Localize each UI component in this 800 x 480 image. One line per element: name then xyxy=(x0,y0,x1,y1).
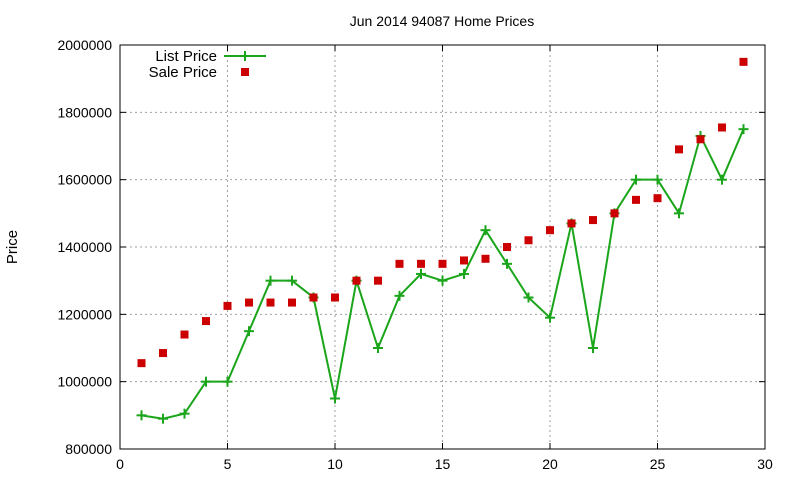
sale-price-point xyxy=(546,226,554,235)
sale-price-point xyxy=(180,330,189,339)
sale-price-point xyxy=(331,293,339,302)
sale-price-point xyxy=(696,135,705,144)
sale-price-point xyxy=(417,259,425,268)
sale-price-point xyxy=(266,298,275,307)
sale-price-point xyxy=(460,256,468,265)
sale-price-point xyxy=(309,293,318,302)
sale-price-point xyxy=(438,259,447,268)
sale-price-point xyxy=(374,276,382,285)
sale-price-point xyxy=(159,349,167,358)
legend-sale-price-label: Sale Price xyxy=(149,64,217,81)
list-price-point xyxy=(588,343,598,353)
chart-title: Jun 2014 94087 Home Prices xyxy=(350,13,534,29)
sale-price-point xyxy=(395,259,404,268)
sale-price-point xyxy=(503,243,511,251)
sale-price-point xyxy=(288,298,296,307)
list-price-point xyxy=(373,343,383,353)
list-price-point xyxy=(459,268,469,279)
list-price-point xyxy=(717,174,727,185)
x-tick-label: 5 xyxy=(224,456,232,472)
list-price-point xyxy=(265,275,276,286)
list-price-point xyxy=(631,174,641,185)
list-price-point xyxy=(523,292,534,303)
x-tick-label: 10 xyxy=(327,456,343,472)
sale-price-point xyxy=(589,216,597,225)
list-price-point xyxy=(652,174,663,185)
list-price-point xyxy=(244,326,254,337)
list-price-point xyxy=(674,208,684,219)
list-price-point xyxy=(502,258,512,269)
y-tick-label: 1600000 xyxy=(57,172,112,188)
x-tick-label: 25 xyxy=(650,456,666,472)
list-price-point xyxy=(136,410,147,421)
list-price-point xyxy=(480,225,491,236)
sale-price-point xyxy=(524,236,533,245)
list-price-point xyxy=(330,393,340,404)
sale-price-point xyxy=(481,254,490,263)
sale-price-point xyxy=(245,298,253,307)
y-tick-label: 1200000 xyxy=(57,306,112,322)
y-tick-label: 1000000 xyxy=(57,374,112,390)
y-tick-label: 800000 xyxy=(65,441,112,457)
y-tick-label: 2000000 xyxy=(57,37,112,53)
list-price-point xyxy=(201,376,211,387)
list-price-point xyxy=(738,124,749,135)
list-price-point xyxy=(416,268,426,279)
legend-sale-price-marker xyxy=(241,68,249,76)
sale-price-point xyxy=(352,276,361,285)
y-axis-label: Price xyxy=(4,230,21,264)
list-price-point xyxy=(222,376,233,387)
sale-price-point xyxy=(675,145,683,154)
x-tick-label: 15 xyxy=(435,456,451,472)
x-tick-label: 0 xyxy=(116,456,124,472)
list-price-point xyxy=(158,413,168,424)
sale-price-point xyxy=(718,123,726,132)
list-price-point xyxy=(287,275,297,286)
sale-price-point xyxy=(137,359,146,368)
sale-price-point xyxy=(223,301,232,310)
grid xyxy=(120,45,765,449)
sale-price-point xyxy=(202,317,210,326)
series xyxy=(136,57,749,424)
x-tick-label: 20 xyxy=(542,456,558,472)
y-tick-label: 1400000 xyxy=(57,239,112,255)
sale-price-point xyxy=(567,219,576,228)
sale-price-point xyxy=(632,195,640,204)
list-price-point xyxy=(394,290,405,301)
legend-list-price-label: List Price xyxy=(155,48,217,65)
y-tick-label: 1800000 xyxy=(57,104,112,120)
list-price-point xyxy=(545,312,555,323)
list-price-point xyxy=(437,275,448,286)
sale-price-point xyxy=(739,57,748,66)
sale-price-point xyxy=(653,194,662,203)
x-tick-label: 30 xyxy=(757,456,773,472)
axis-ticks: 0 5 10 15 20 25 30 800000 1000000 1200000 1400000 1… xyxy=(57,37,773,472)
list-price-point xyxy=(179,408,190,419)
sale-price-point xyxy=(610,209,619,218)
